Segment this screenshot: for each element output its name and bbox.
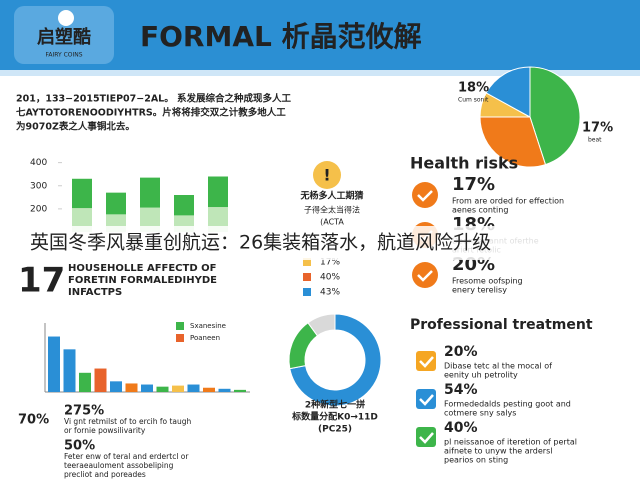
warning-line: (ACTA <box>320 218 344 227</box>
check-mark <box>419 356 434 368</box>
section-title: Professional treatment <box>410 317 593 333</box>
treatment-text: eenity uh petrolity <box>444 371 518 380</box>
stat-text: precliot and poreades <box>64 470 146 479</box>
warning-line: 子得全太当得法 <box>304 205 360 215</box>
bar <box>208 176 228 208</box>
slice <box>307 313 336 337</box>
legend-label: Sxanesine <box>190 322 226 330</box>
bar <box>203 387 215 392</box>
bar <box>110 381 122 392</box>
risk-icon-check <box>417 190 433 202</box>
warning-icon <box>313 161 341 189</box>
section-title: Health risks <box>410 154 518 173</box>
warning-item: 17% <box>320 258 340 268</box>
intro-line: 为9070Z表之人事铜北去。 <box>16 121 135 133</box>
logo-sub: FAIRY COINS <box>45 52 82 59</box>
legend-label: Poaneen <box>190 334 220 342</box>
pie-caption: Cum sonit <box>458 97 489 104</box>
big-caption: HOUSEHOLLE AFFECTD OF <box>68 263 216 274</box>
big-caption: FORETIN FORMALEDIHYDE <box>68 275 217 286</box>
bar <box>174 195 194 216</box>
pie-caption: beat <box>588 137 602 144</box>
bar <box>218 388 231 392</box>
check-box <box>416 427 436 447</box>
bar <box>94 368 107 392</box>
big-caption: INFACTPS <box>68 287 122 298</box>
stat-text: teeraeauloment assobeliping <box>64 461 174 470</box>
y-tick-label: 400 <box>30 158 47 168</box>
big-number: 17 <box>18 261 65 301</box>
bar <box>234 389 246 392</box>
bar <box>187 384 200 392</box>
intro-line: 201，133−2015TIEP07−2AL。 系发展综合之种成现多人工 <box>16 93 292 105</box>
header-strip <box>0 70 640 76</box>
bar <box>106 192 126 215</box>
treatment-value: 20% <box>444 344 478 360</box>
legend-swatch <box>176 322 184 330</box>
logo-text: 启塑酷 <box>37 26 91 48</box>
stat-value: 275% <box>64 404 104 419</box>
check-box <box>416 389 436 409</box>
header-title: FORMAL 析晶范攸解 <box>140 20 422 53</box>
treatment-text: pl neissanoe of iteretion of pertal <box>444 438 577 447</box>
risk-value: 17% <box>452 174 495 195</box>
donut-caption: 2种新型七一拼 <box>305 399 365 411</box>
bar <box>141 384 153 392</box>
bar <box>140 177 160 208</box>
y-tick-label: 300 <box>30 181 47 191</box>
treatment-value: 40% <box>444 420 478 436</box>
logo-icon <box>58 10 74 26</box>
risk-text: Fresome oofsping <box>452 277 523 286</box>
risk-icon <box>412 262 438 288</box>
stat-text: Feter enw of teral and erdertcl or <box>64 452 189 461</box>
stat-text: Vi gnt retmilst of to ercih fo taugh <box>64 417 192 426</box>
caption: 英国冬季风暴重创航运：26集装箱落水，航道风险升级 <box>30 232 491 254</box>
caption-band <box>0 226 640 260</box>
stat-text: or fornie powsilivarity <box>64 426 146 435</box>
stat-left: 70% <box>18 413 49 428</box>
slice <box>485 66 531 118</box>
bar <box>172 385 184 392</box>
risk-text: From are orded for effection <box>452 197 564 206</box>
treatment-text: aifnete to unyw the ardersl <box>444 447 552 456</box>
legend-swatch <box>303 288 311 296</box>
treatment-text: Formededalds pesting goot and <box>444 400 571 409</box>
risk-icon <box>412 182 438 208</box>
bar <box>72 178 92 209</box>
bar <box>125 383 138 392</box>
y-tick-label: 200 <box>30 204 47 214</box>
warning-item: 43% <box>320 288 340 298</box>
check-mark <box>419 432 434 444</box>
risk-icon-check <box>417 270 433 282</box>
warning-mark: ! <box>323 166 330 185</box>
slice <box>529 66 581 166</box>
legend-swatch <box>176 334 184 342</box>
pie-label: 17% <box>582 121 613 136</box>
bar <box>156 386 169 392</box>
check-box <box>416 351 436 371</box>
check-mark <box>419 394 434 406</box>
warning-title: 无杨多人工期猜 <box>299 190 363 202</box>
treatment-text: cotmere sny salys <box>444 409 516 418</box>
stat-value: 50% <box>64 439 95 454</box>
bar <box>63 349 76 392</box>
treatment-value: 54% <box>444 382 478 398</box>
bar <box>79 372 91 392</box>
pie-label: 18% <box>458 81 489 96</box>
legend-swatch <box>303 273 311 281</box>
intro-line: 七AYTOTORENOODIYHTRS。片将将排交双之计教多地人工 <box>16 107 286 119</box>
bar <box>48 336 60 392</box>
risk-text: enery terelisy <box>452 286 507 295</box>
donut-caption: (PC25) <box>318 425 352 435</box>
logo-box <box>14 6 114 64</box>
legend-swatch <box>303 258 311 266</box>
slice <box>479 116 547 168</box>
treatment-text: Dibase tetc al the mocal of <box>444 362 552 371</box>
slice <box>289 313 382 407</box>
treatment-text: pearios on sting <box>444 456 508 465</box>
risk-text: aenes conting <box>452 206 508 215</box>
warning-item: 40% <box>320 273 340 283</box>
donut-caption: 标数量分配K0→11D <box>291 411 378 423</box>
